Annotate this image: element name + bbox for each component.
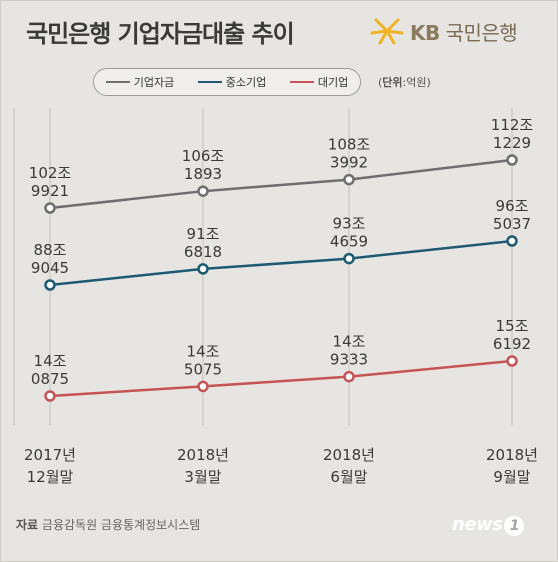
data-label: 5037 [493, 215, 531, 233]
x-tick-label: 12월말 [27, 468, 74, 486]
legend-swatch [197, 81, 222, 83]
series-line [49, 359, 513, 398]
x-tick-label: 2017년 [24, 446, 76, 464]
data-label: 6818 [184, 243, 222, 261]
data-label: 1893 [184, 165, 222, 183]
news1-mark: 1 [504, 516, 525, 536]
legend-label: 중소기업 [225, 76, 267, 89]
data-label: 102조 [29, 164, 72, 182]
data-label: 108조 [328, 136, 371, 154]
data-label: 14조 [187, 342, 220, 360]
data-point [197, 380, 209, 393]
data-label: 4659 [330, 233, 368, 251]
kb-logo: KB 국민은행 [368, 16, 518, 46]
data-label: 88조 [34, 241, 67, 259]
news1-text: news [452, 514, 503, 535]
data-point [506, 154, 518, 166]
data-point [44, 390, 56, 402]
data-label: 14조 [34, 352, 67, 370]
unit-note: (단위:억원) [378, 76, 431, 89]
data-label: 15조 [496, 317, 529, 335]
x-tick-label: 3월말 [184, 468, 221, 486]
legend-label: 기업자금 [133, 76, 175, 89]
x-tick-label: 6월말 [330, 468, 367, 486]
x-tick-label: 9월말 [493, 468, 530, 486]
data-point [506, 235, 518, 247]
kb-logo-name: 국민은행 [445, 20, 518, 45]
data-label: 14조 [333, 333, 366, 351]
kb-logo-mark: KB [410, 20, 440, 45]
data-point [197, 185, 209, 197]
data-point [44, 202, 56, 214]
data-label: 6192 [493, 335, 531, 353]
kb-star-icon [370, 18, 404, 45]
unit-label: 단위 [382, 76, 403, 89]
kb-logo-text: KB 국민은행 [410, 17, 518, 46]
data-label: 3992 [330, 154, 368, 172]
unit-value: :억원 [402, 76, 427, 89]
source-text: 금융감독원 금융통계정보시스템 [41, 518, 201, 532]
legend-swatch [105, 81, 130, 83]
data-label: 93조 [333, 215, 366, 233]
data-label: 112조 [491, 116, 534, 134]
data-label: 0875 [31, 370, 69, 388]
legend-item: 대기업 [289, 74, 349, 90]
chart-title: 국민은행 기업자금대출 추이 [26, 20, 295, 48]
legend-item: 중소기업 [197, 74, 267, 90]
data-label: 9333 [330, 351, 368, 369]
x-tick-label: 2018년 [486, 446, 538, 464]
legend: 기업자금 중소기업 대기업 [93, 68, 361, 96]
source-label: 자료 [16, 518, 39, 532]
series-line [49, 239, 513, 287]
data-point [197, 263, 209, 275]
legend-swatch [289, 81, 314, 83]
data-label: 9045 [31, 259, 69, 277]
data-point [44, 279, 56, 291]
data-label: 106조 [182, 147, 225, 165]
data-label: 5075 [184, 360, 222, 378]
data-point [506, 355, 518, 367]
data-point [343, 370, 355, 383]
series-line [49, 158, 513, 210]
data-label: 91조 [187, 225, 220, 243]
data-label: 9921 [31, 182, 69, 200]
data-label: 1229 [493, 134, 531, 152]
data-point [343, 252, 355, 265]
x-tick-label: 2018년 [177, 446, 229, 464]
legend-item: 기업자금 [105, 74, 175, 90]
news1-logo: news 1 [452, 514, 525, 536]
data-point [343, 173, 355, 186]
source-note: 자료 금융감독원 금융통계정보시스템 [16, 516, 200, 533]
x-tick-label: 2018년 [323, 446, 375, 464]
legend-label: 대기업 [317, 76, 349, 89]
data-label: 96조 [496, 197, 529, 215]
